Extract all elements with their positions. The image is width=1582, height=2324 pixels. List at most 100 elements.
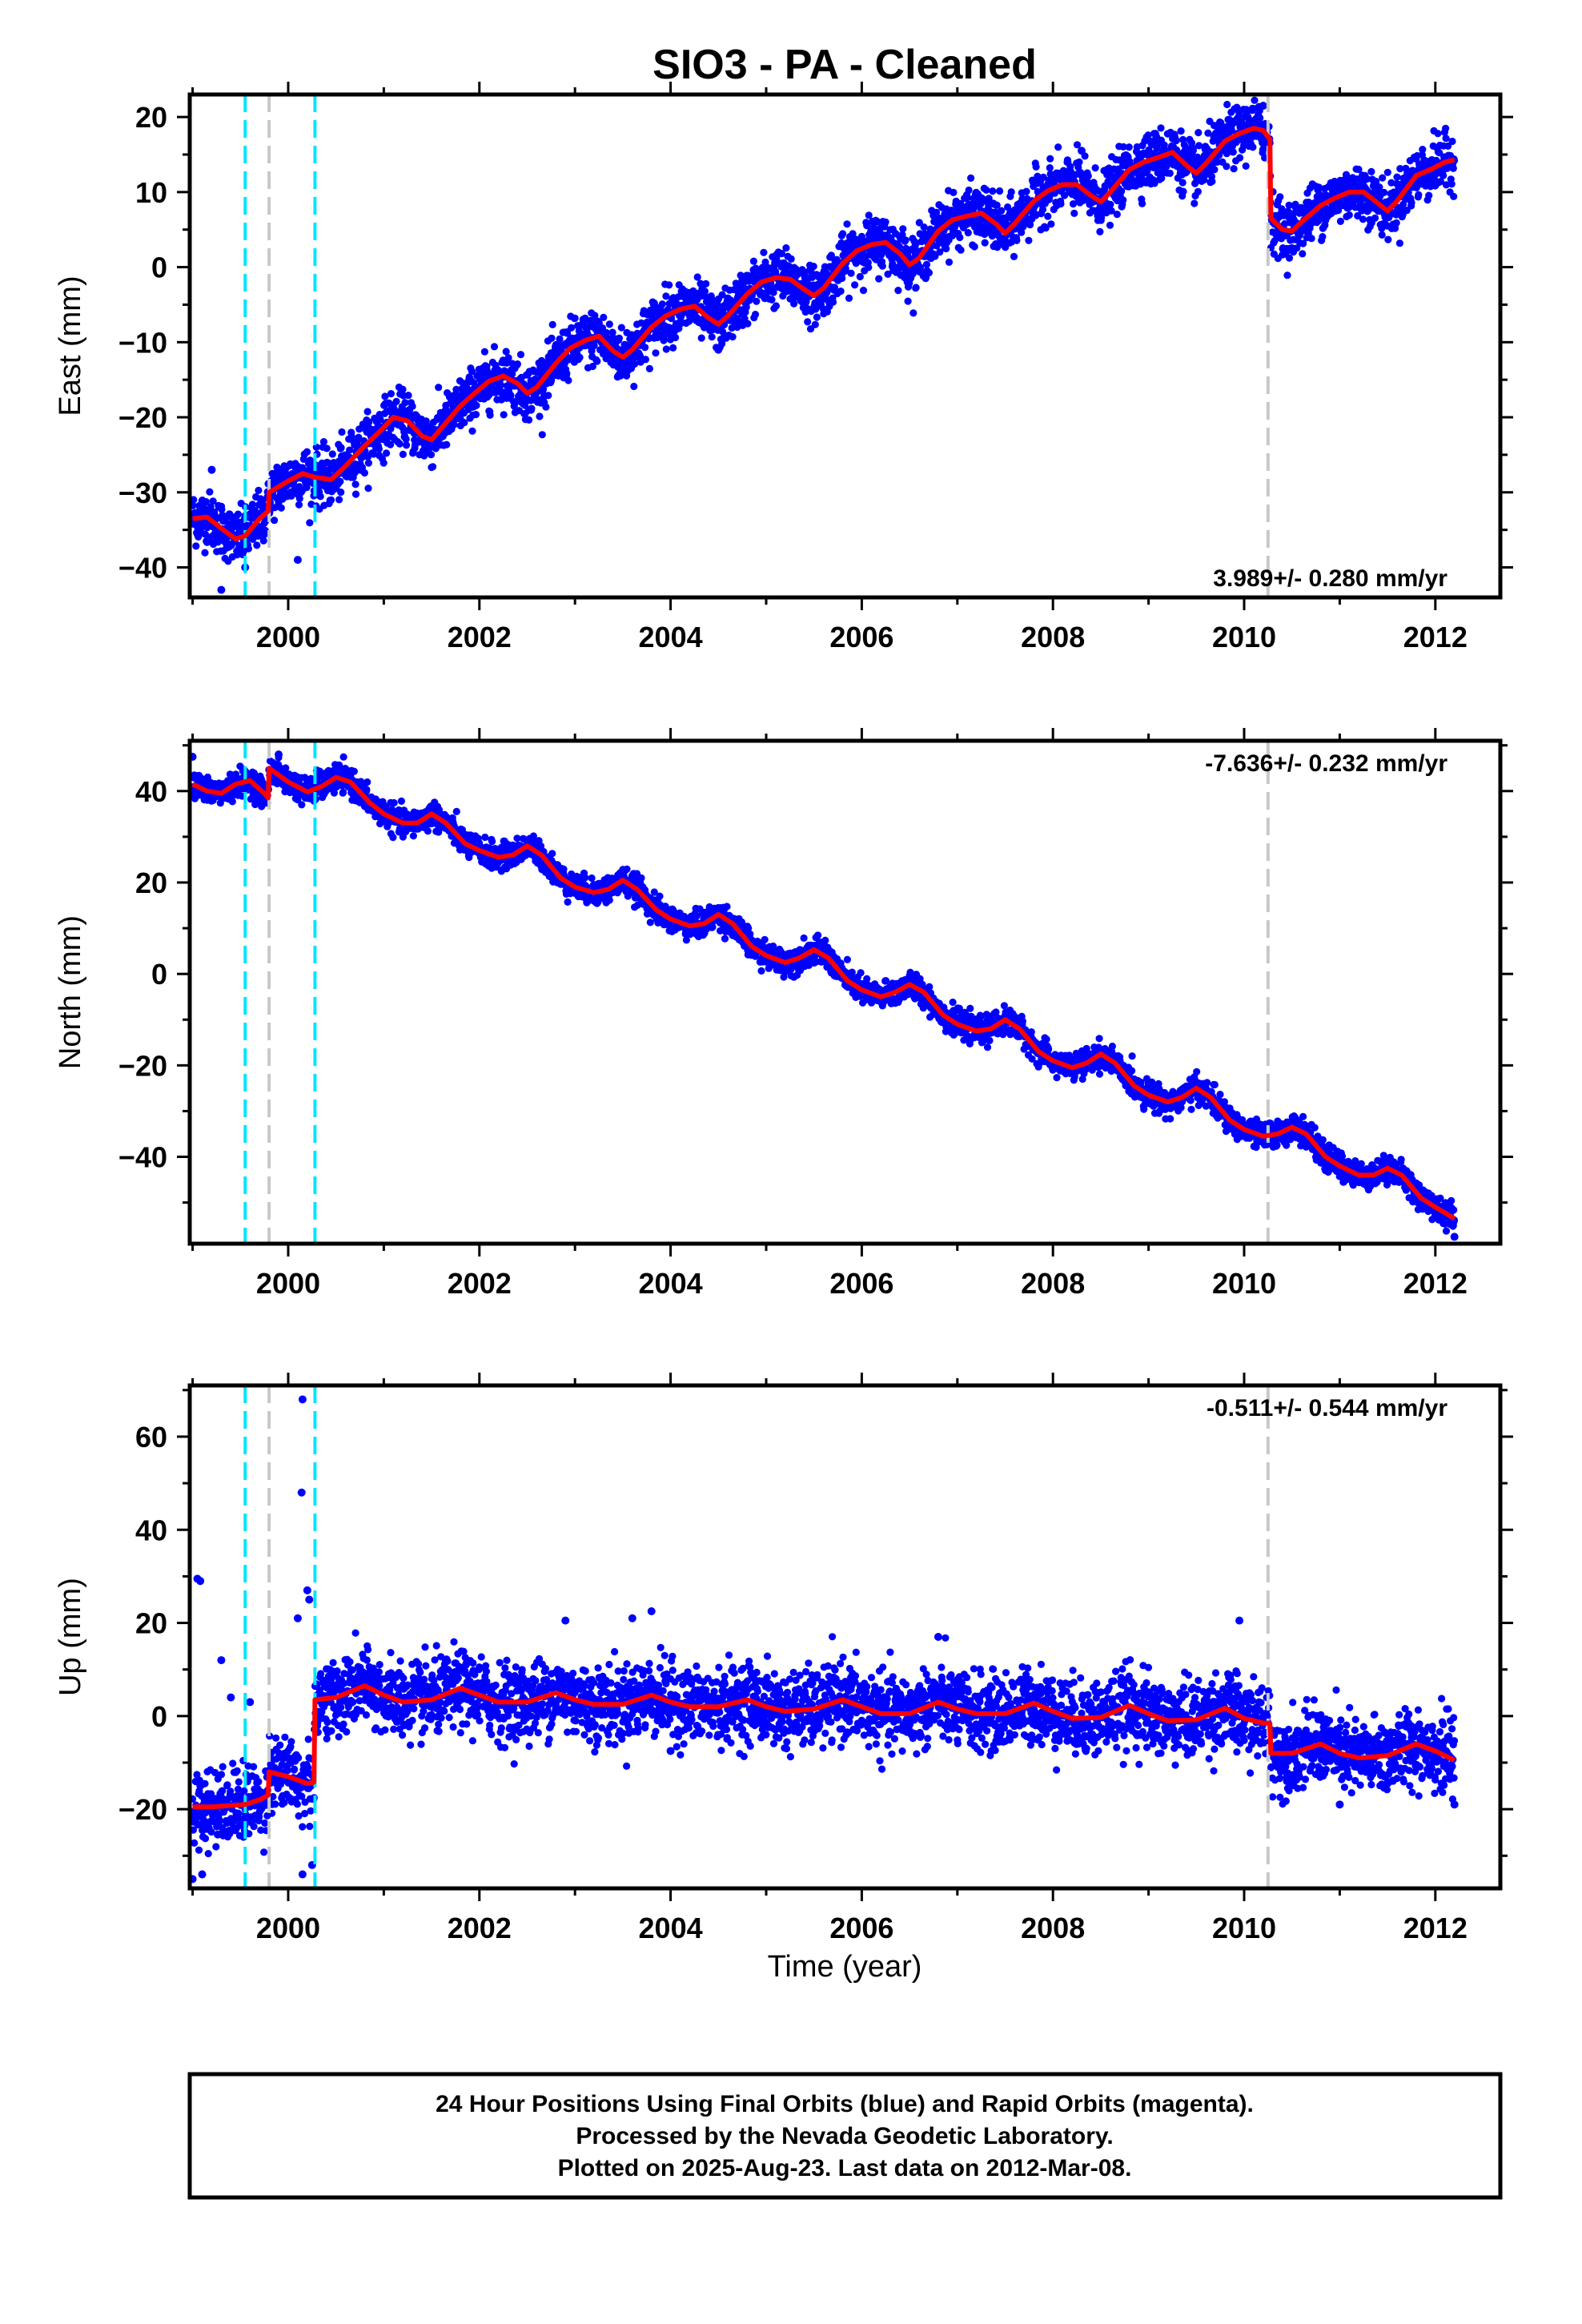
- data-point: [1256, 114, 1264, 122]
- data-point: [925, 269, 933, 277]
- data-point: [967, 174, 975, 182]
- data-point: [772, 302, 781, 310]
- data-point: [685, 317, 693, 325]
- x-tick-label: 2002: [448, 621, 512, 653]
- data-point: [658, 300, 666, 308]
- data-point: [693, 273, 701, 281]
- panel-north: 2000 2002 2004 2006 2008 2010 2012−40−2002040N…: [54, 728, 1513, 1300]
- data-point: [468, 368, 476, 376]
- data-point: [936, 248, 944, 256]
- data-point: [472, 411, 480, 419]
- data-point: [981, 239, 989, 247]
- data-point: [502, 348, 510, 356]
- data-point: [964, 229, 972, 237]
- data-point: [904, 297, 912, 305]
- data-point: [963, 194, 971, 202]
- y-tick-label: 10: [135, 176, 167, 209]
- data-point: [1435, 149, 1443, 157]
- data-point: [323, 444, 331, 452]
- data-point: [500, 411, 508, 419]
- east-points: [190, 96, 1459, 594]
- data-point: [662, 345, 670, 353]
- data-point: [729, 333, 737, 341]
- data-point: [662, 292, 670, 300]
- data-point: [843, 220, 851, 228]
- data-point: [1449, 164, 1457, 172]
- data-point: [429, 463, 437, 471]
- data-point: [672, 333, 680, 342]
- data-point: [956, 233, 964, 242]
- data-point: [544, 392, 552, 400]
- y-tick-label: −20: [118, 401, 167, 434]
- data-point: [387, 440, 395, 448]
- y-tick-label: −30: [118, 476, 167, 509]
- data-point: [1359, 215, 1367, 223]
- data-point: [1392, 219, 1400, 227]
- data-point: [399, 385, 407, 393]
- data-point: [1022, 187, 1030, 195]
- data-point: [338, 428, 346, 436]
- data-point: [970, 243, 978, 251]
- data-point: [316, 493, 324, 501]
- data-point: [1442, 135, 1450, 143]
- data-point: [942, 244, 950, 253]
- data-point: [600, 313, 608, 321]
- data-point: [1084, 172, 1092, 180]
- data-point: [355, 433, 363, 441]
- data-point: [1044, 212, 1052, 220]
- plot-area: [190, 741, 1459, 1244]
- data-point: [563, 369, 571, 377]
- data-point: [1106, 200, 1114, 208]
- data-point: [228, 798, 236, 806]
- data-point: [328, 450, 336, 458]
- data-point: [1371, 214, 1379, 222]
- data-point: [1242, 162, 1250, 170]
- data-point: [350, 767, 358, 775]
- data-point: [863, 222, 871, 230]
- data-point: [218, 505, 226, 513]
- x-tick-label: 2006: [829, 621, 893, 653]
- outlier-point: [207, 465, 216, 474]
- data-point: [564, 329, 572, 337]
- data-point: [337, 444, 345, 452]
- data-point: [847, 269, 855, 277]
- data-point: [1336, 217, 1344, 225]
- data-point: [396, 440, 404, 448]
- data-point: [536, 412, 544, 420]
- data-point: [1104, 178, 1112, 186]
- data-point: [389, 834, 397, 842]
- data-point: [1444, 142, 1452, 150]
- data-point: [1367, 167, 1375, 175]
- data-point: [529, 832, 538, 840]
- data-point: [560, 865, 568, 873]
- data-point: [548, 320, 556, 328]
- data-point: [899, 225, 907, 233]
- outlier-point: [1078, 147, 1086, 155]
- data-point: [1375, 183, 1383, 191]
- data-point: [327, 496, 335, 505]
- data-point: [849, 230, 857, 238]
- data-point: [751, 311, 760, 319]
- data-point: [665, 281, 673, 289]
- data-point: [1299, 250, 1307, 258]
- data-point: [1194, 187, 1202, 195]
- data-point: [1096, 227, 1104, 235]
- data-point: [401, 399, 409, 407]
- data-point: [360, 468, 368, 477]
- plot-frame: [187, 92, 1503, 600]
- data-point: [568, 324, 576, 332]
- data-point: [782, 244, 790, 252]
- data-point: [383, 449, 391, 457]
- data-point: [837, 287, 845, 296]
- data-point: [1447, 180, 1456, 188]
- data-point: [306, 519, 314, 527]
- data-point: [250, 769, 259, 778]
- data-point: [507, 392, 515, 400]
- data-point: [839, 230, 847, 238]
- y-tick-label: −40: [118, 552, 167, 585]
- data-point: [1069, 200, 1078, 208]
- data-point: [811, 320, 819, 328]
- data-point: [1450, 192, 1458, 200]
- data-point: [339, 788, 347, 797]
- data-point: [1442, 124, 1450, 132]
